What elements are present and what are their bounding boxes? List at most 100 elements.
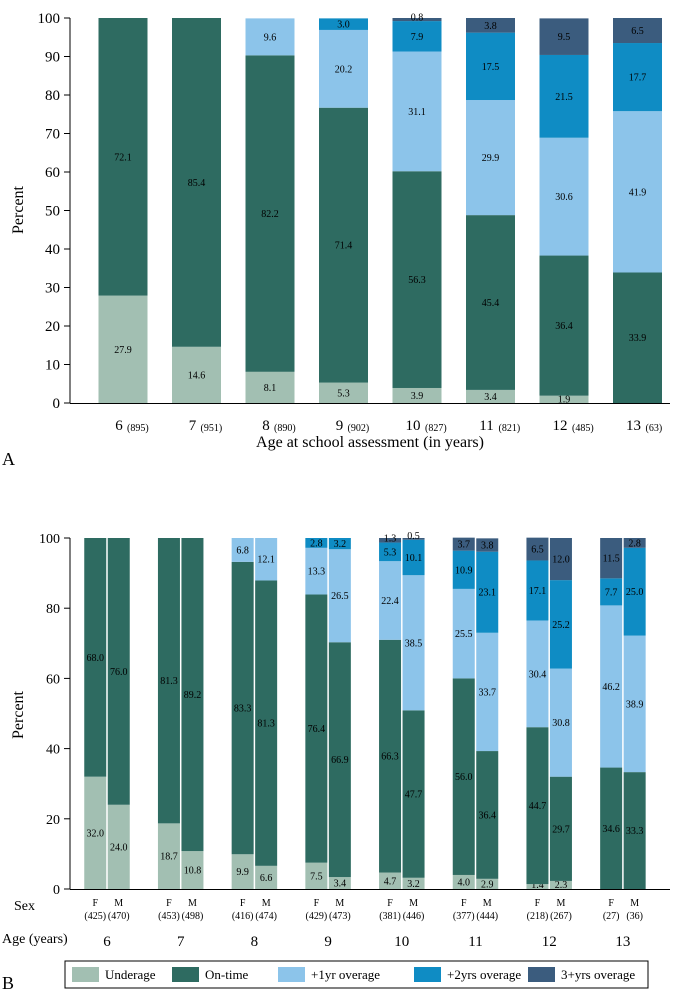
panel-a-xtick-label: 12 — [553, 418, 568, 434]
panel-b-value-label: 30.8 — [552, 718, 570, 729]
panel-b-value-label: 34.6 — [602, 824, 620, 835]
panel-a-value-label: 14.6 — [188, 370, 206, 381]
panel-b-value-label: 3.2 — [334, 539, 347, 550]
panel-a-xtick-label: 10 — [406, 418, 421, 434]
panel-b-value-label: 12.1 — [257, 555, 275, 566]
panel-a-xtick-count: (63) — [646, 423, 663, 434]
panel-b-value-label: 22.4 — [381, 596, 399, 607]
panel-b-ytick-label: 100 — [39, 532, 60, 547]
panel-b-value-label: 66.3 — [381, 752, 399, 763]
panel-a-bar-3-yrs-overage-age-13 — [613, 18, 662, 44]
panel-b-bar-1yr-overage-f-age-8 — [231, 538, 254, 562]
panel-b-bar-on-time-f-age-8 — [231, 561, 254, 855]
panel-b-sex-label: F — [92, 898, 98, 909]
panel-b-value-label: 10.8 — [184, 866, 202, 877]
panel-b-bar-2yrs-overage-f-age-12 — [526, 560, 549, 621]
panel-a-value-label: 17.5 — [482, 62, 500, 73]
panel-b-sex-label: M — [483, 898, 492, 909]
panel-a-bar-underage-age-12 — [539, 395, 589, 403]
panel-b-sex-label: M — [335, 898, 344, 909]
panel-a-ytick-label: 30 — [45, 281, 60, 297]
panel-a-bar-1yr-overage-age-8 — [245, 18, 295, 56]
panel-a-xaxis: 6 (895) 7 (951) 8 (890) 9 (902) 10 (827) 11 (821) 12… — [70, 403, 670, 434]
panel-a-bar-2yrs-overage-age-12 — [539, 54, 589, 138]
panel-b-bar-1yr-overage-f-age-12 — [526, 620, 549, 728]
panel-b-bar-2yrs-overage-f-age-11 — [452, 550, 475, 589]
panel-b-bar-on-time-m-age-9 — [328, 642, 351, 878]
panel-a-value-label: 31.1 — [408, 107, 426, 118]
panel-a-value-label: 9.5 — [558, 32, 571, 43]
panel-b-n-label: (381) — [379, 911, 401, 922]
panel-b-letter: B — [2, 973, 14, 993]
panel-b-age-label: 12 — [542, 934, 557, 950]
panel-b-n-label: (429) — [306, 911, 328, 922]
panel-b-value-label: 17.1 — [529, 586, 547, 597]
legend-label-on-time: On-time — [205, 967, 249, 982]
panel-b-value-label: 3.2 — [407, 879, 420, 890]
panel-b-bar-underage-f-age-8 — [231, 854, 254, 889]
panel-b-value-label: 2.8 — [310, 538, 323, 549]
panel-b-value-label: 81.3 — [160, 676, 178, 687]
panel-a-bar-3-yrs-overage-age-12 — [539, 18, 589, 55]
panel-a-value-label: 41.9 — [629, 187, 647, 198]
panel-b-n-label: (498) — [182, 911, 204, 922]
panel-b-ytick-label: 0 — [53, 883, 60, 898]
panel-a-xtick-count: (821) — [499, 423, 521, 434]
panel-b-value-label: 66.9 — [331, 755, 349, 766]
panel-b-bar-1yr-overage-m-age-12 — [549, 668, 572, 777]
panel-b-bar-on-time-f-age-10 — [379, 639, 402, 873]
panel-a-bar-on-time-age-6 — [98, 18, 148, 296]
panel-b-sex-label: M — [262, 898, 271, 909]
panel-a-value-label: 56.3 — [408, 275, 426, 286]
panel-b-value-label: 36.4 — [479, 810, 497, 821]
panel-a-ytick-label: 60 — [45, 165, 60, 181]
panel-b-value-label: 1.4 — [531, 880, 544, 891]
panel-b-sex-label: M — [188, 898, 197, 909]
panel-b-value-label: 6.8 — [236, 545, 249, 556]
panel-b-age-label: 11 — [468, 934, 482, 950]
panel-b-bar-underage-f-age-9 — [305, 862, 328, 889]
panel-b-bar-underage-f-age-10 — [379, 872, 402, 889]
panel-b-value-label: 83.3 — [234, 704, 252, 715]
panel-b-value-label: 25.5 — [455, 629, 473, 640]
panel-a-value-label: 6.5 — [631, 26, 644, 37]
panel-a-xlabel: Age at school assessment (in years) — [256, 434, 484, 451]
panel-a-bar-underage-age-7 — [172, 346, 221, 403]
panel-b-value-label: 44.7 — [529, 801, 547, 812]
panel-b-sex-row-label: Sex — [14, 899, 35, 914]
panel-b-yaxis: 0 20 40 60 80 100 — [39, 532, 71, 898]
panel-b-value-label: 4.0 — [458, 877, 471, 888]
panel-b-value-label: 30.4 — [529, 669, 547, 680]
panel-b-n-label: (267) — [550, 911, 572, 922]
panel-a-value-label: 82.2 — [261, 209, 279, 220]
panel-b-bar-underage-f-age-7 — [157, 823, 180, 889]
panel-a-bar-on-time-age-10 — [392, 171, 442, 388]
panel-b-value-label: 33.7 — [479, 687, 497, 698]
panel-a-value-label: 45.4 — [482, 298, 500, 309]
panel-b-bar-on-time-f-age-9 — [305, 594, 328, 863]
panel-a-bar-1yr-overage-age-13 — [613, 111, 662, 273]
panel-b-bars: 32.0 68.0 24.0 76.0 18.7 81.3 10.8 89.2 9.9 83.3 6… — [84, 531, 646, 891]
panel-b-value-label: 2.3 — [555, 880, 568, 891]
panel-a-ytick-label: 50 — [45, 204, 60, 220]
panel-a-ytick-label: 0 — [53, 396, 61, 412]
panel-b-bar-on-time-m-age-8 — [255, 580, 278, 866]
panel-a-yaxis: 0 10 20 30 40 50 60 70 80 90 100 — [38, 11, 71, 412]
panel-b-n-label: (218) — [527, 911, 549, 922]
panel-a-value-label: 20.2 — [335, 64, 353, 75]
panel-b-age-label: 7 — [177, 934, 185, 950]
panel-a-bar-underage-age-9 — [319, 382, 368, 403]
panel-a-ytick-label: 20 — [45, 319, 60, 335]
panel-b-bar-2yrs-overage-f-age-9 — [305, 538, 328, 548]
panel-b-sex-label: M — [114, 898, 123, 909]
panel-b-bar-1yr-overage-f-age-10 — [379, 561, 402, 640]
panel-b-sex-label: F — [535, 898, 541, 909]
panel-b-bar-on-time-f-age-12 — [526, 727, 549, 885]
panel-a-xtick-label: 9 — [336, 418, 344, 434]
panel-a-bar-3-yrs-overage-age-10 — [392, 18, 442, 22]
panel-b-value-label: 12.0 — [552, 555, 570, 566]
panel-b-bar-on-time-m-age-11 — [476, 751, 499, 879]
legend-swatch-on-time — [172, 967, 199, 982]
legend-swatch-2yrs-overage — [414, 967, 441, 982]
